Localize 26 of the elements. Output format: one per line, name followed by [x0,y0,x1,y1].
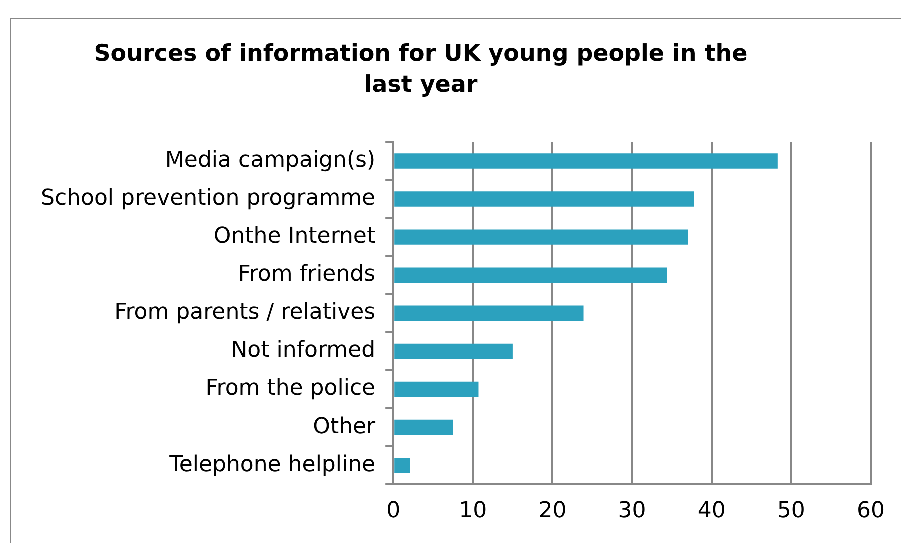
x-tick-label: 10 [459,498,488,524]
x-tick-label: 0 [386,498,401,524]
x-tick-label: 20 [538,498,567,524]
x-tick-label: 60 [857,498,886,524]
x-tick-label: 30 [618,498,646,524]
bar [394,306,584,322]
y-tick-label: From parents / relatives [114,300,376,326]
chart-title: Sources of information for UK young people in the last year [93,40,749,100]
bar [394,344,513,360]
y-tick-label: Not informed [231,338,376,364]
y-tick-label: From the police [206,376,376,402]
y-tick-label: School prevention programme [40,186,376,211]
y-tick-label: Other [313,414,377,440]
bar [394,420,454,436]
y-tick-label: From friends [238,262,376,288]
y-tick-label: Media campaign(s) [165,148,376,173]
bar [394,268,668,283]
y-tick-label: Onthe Internet [214,224,376,250]
bar [394,458,410,474]
bar [394,382,479,398]
x-tick-label: 50 [777,498,806,524]
bar [394,154,778,169]
bar [394,192,694,207]
x-tick-label: 40 [698,498,726,524]
y-tick-label: Telephone helpline [168,452,376,478]
bar [394,230,688,245]
